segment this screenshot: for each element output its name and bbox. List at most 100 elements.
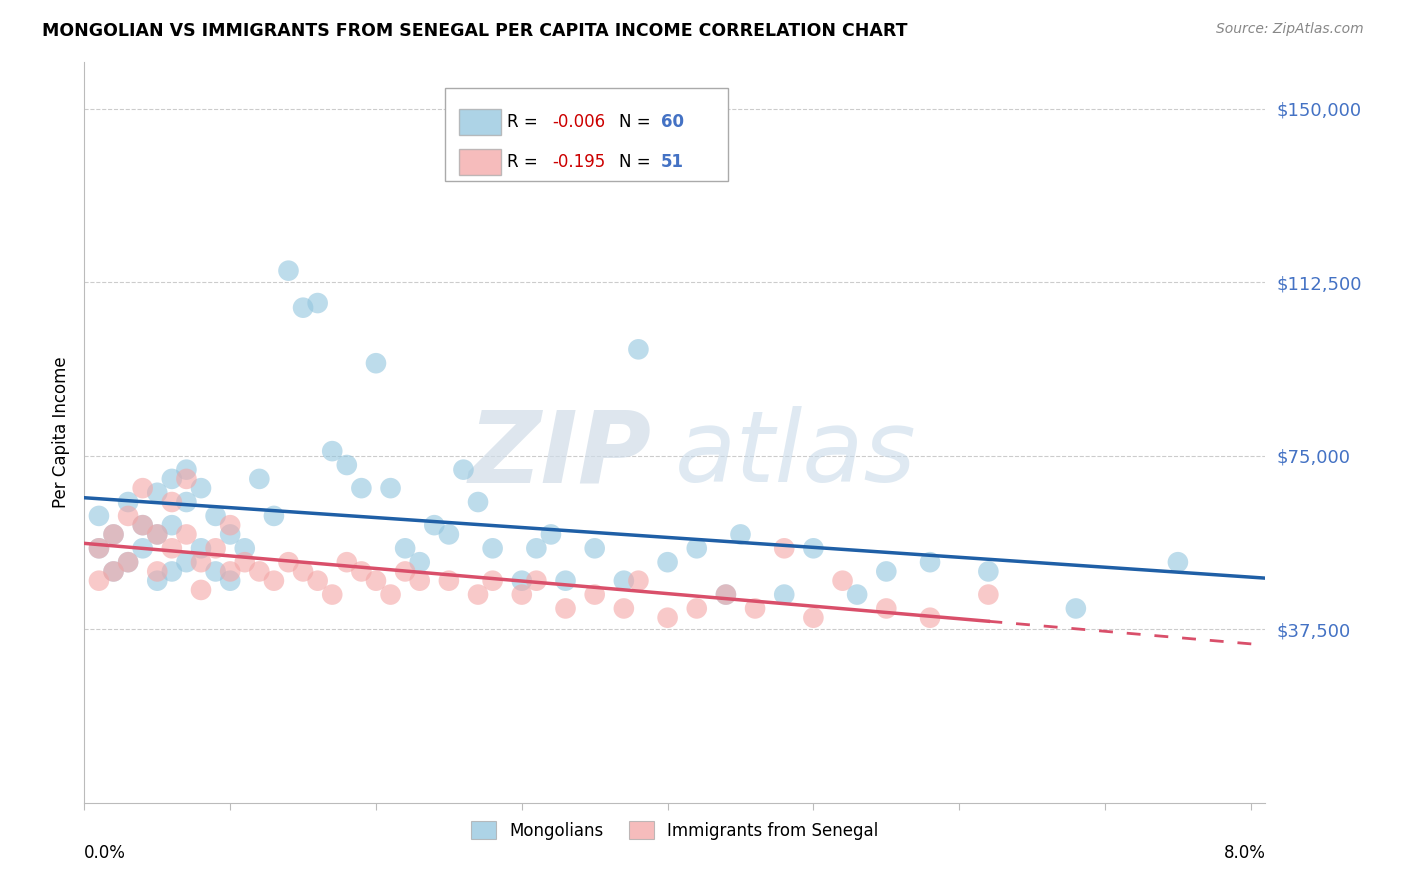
Text: ZIP: ZIP: [468, 407, 651, 503]
Point: [204, 541, 226, 556]
Point: [190, 481, 212, 495]
Point: [219, 518, 242, 533]
Point: [350, 565, 373, 579]
Point: [176, 527, 198, 541]
Text: -0.006: -0.006: [553, 113, 605, 131]
Point: [657, 555, 679, 569]
Point: [524, 574, 547, 588]
Point: [247, 565, 270, 579]
Point: [583, 541, 606, 556]
Point: [627, 574, 650, 588]
Point: [87, 541, 110, 556]
Point: [131, 541, 153, 556]
Point: [204, 508, 226, 523]
Point: [481, 541, 503, 556]
Point: [714, 588, 737, 602]
Point: [380, 588, 402, 602]
Point: [524, 541, 547, 556]
Text: 8.0%: 8.0%: [1223, 844, 1265, 862]
Point: [87, 541, 110, 556]
Point: [380, 481, 402, 495]
Point: [510, 574, 533, 588]
Point: [744, 601, 766, 615]
Point: [103, 527, 125, 541]
Point: [1064, 601, 1087, 615]
Point: [350, 481, 373, 495]
Point: [364, 356, 387, 370]
Point: [160, 518, 183, 533]
Point: [263, 574, 285, 588]
Point: [176, 555, 198, 569]
Point: [364, 574, 387, 588]
Point: [409, 555, 432, 569]
Point: [583, 588, 606, 602]
Point: [233, 541, 256, 556]
Point: [103, 565, 125, 579]
Point: [87, 508, 110, 523]
Point: [686, 541, 709, 556]
Point: [103, 527, 125, 541]
Point: [554, 574, 576, 588]
Text: R =: R =: [508, 113, 543, 131]
Point: [554, 601, 576, 615]
Text: -0.195: -0.195: [553, 153, 606, 171]
Point: [409, 574, 432, 588]
Text: MONGOLIAN VS IMMIGRANTS FROM SENEGAL PER CAPITA INCOME CORRELATION CHART: MONGOLIAN VS IMMIGRANTS FROM SENEGAL PER…: [42, 22, 908, 40]
Point: [160, 541, 183, 556]
Point: [613, 574, 636, 588]
Point: [307, 574, 329, 588]
Point: [146, 527, 169, 541]
Point: [146, 485, 169, 500]
Point: [277, 555, 299, 569]
Point: [160, 495, 183, 509]
Point: [160, 472, 183, 486]
Point: [437, 574, 460, 588]
Point: [117, 555, 139, 569]
Point: [437, 527, 460, 541]
Point: [176, 472, 198, 486]
Point: [918, 555, 941, 569]
Point: [423, 518, 446, 533]
Point: [875, 565, 897, 579]
Point: [803, 610, 825, 624]
Point: [219, 574, 242, 588]
Point: [117, 555, 139, 569]
Point: [146, 574, 169, 588]
Y-axis label: Per Capita Income: Per Capita Income: [52, 357, 70, 508]
Text: atlas: atlas: [675, 407, 917, 503]
Point: [336, 458, 359, 472]
Point: [846, 588, 869, 602]
Text: 60: 60: [661, 113, 683, 131]
Legend: Mongolians, Immigrants from Senegal: Mongolians, Immigrants from Senegal: [464, 814, 886, 847]
Point: [773, 541, 796, 556]
Point: [263, 508, 285, 523]
Point: [131, 518, 153, 533]
Point: [292, 301, 315, 315]
Point: [247, 472, 270, 486]
Point: [714, 588, 737, 602]
Point: [918, 610, 941, 624]
Point: [307, 296, 329, 310]
Point: [831, 574, 853, 588]
Point: [730, 527, 752, 541]
Text: Source: ZipAtlas.com: Source: ZipAtlas.com: [1216, 22, 1364, 37]
Point: [176, 495, 198, 509]
Point: [204, 565, 226, 579]
Point: [131, 518, 153, 533]
Point: [190, 582, 212, 597]
Point: [977, 565, 1000, 579]
Point: [394, 565, 416, 579]
Point: [803, 541, 825, 556]
Point: [627, 343, 650, 357]
Point: [321, 588, 343, 602]
Text: N =: N =: [620, 113, 657, 131]
Point: [773, 588, 796, 602]
Point: [481, 574, 503, 588]
Point: [321, 444, 343, 458]
Point: [117, 495, 139, 509]
Point: [1167, 555, 1189, 569]
Point: [394, 541, 416, 556]
Point: [219, 565, 242, 579]
Point: [219, 527, 242, 541]
FancyBboxPatch shape: [458, 109, 502, 136]
